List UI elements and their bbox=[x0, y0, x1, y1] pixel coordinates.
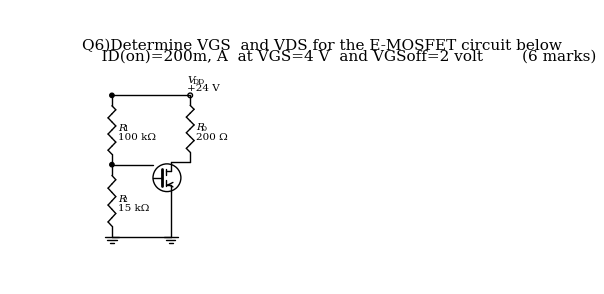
Text: V: V bbox=[188, 76, 195, 85]
Text: 15 kΩ: 15 kΩ bbox=[118, 204, 150, 213]
Text: R: R bbox=[118, 195, 126, 204]
Circle shape bbox=[110, 163, 114, 167]
Text: 2: 2 bbox=[123, 196, 127, 204]
Text: 100 kΩ: 100 kΩ bbox=[118, 133, 156, 142]
Text: Q6)Determine VGS  and VDS for the E-MOSFET circuit below: Q6)Determine VGS and VDS for the E-MOSFE… bbox=[82, 39, 562, 53]
Text: D: D bbox=[201, 125, 207, 133]
Text: R: R bbox=[118, 124, 126, 133]
Text: +24 V: +24 V bbox=[187, 84, 220, 93]
Text: DD: DD bbox=[193, 78, 205, 86]
Circle shape bbox=[110, 93, 114, 98]
Text: ID(on)=200m, A  at VGS=4 V  and VGSoff=2 volt        (6 marks): ID(on)=200m, A at VGS=4 V and VGSoff=2 v… bbox=[82, 50, 596, 64]
Text: 1: 1 bbox=[123, 125, 127, 133]
Text: 200 Ω: 200 Ω bbox=[196, 133, 228, 142]
Text: R: R bbox=[196, 123, 204, 132]
